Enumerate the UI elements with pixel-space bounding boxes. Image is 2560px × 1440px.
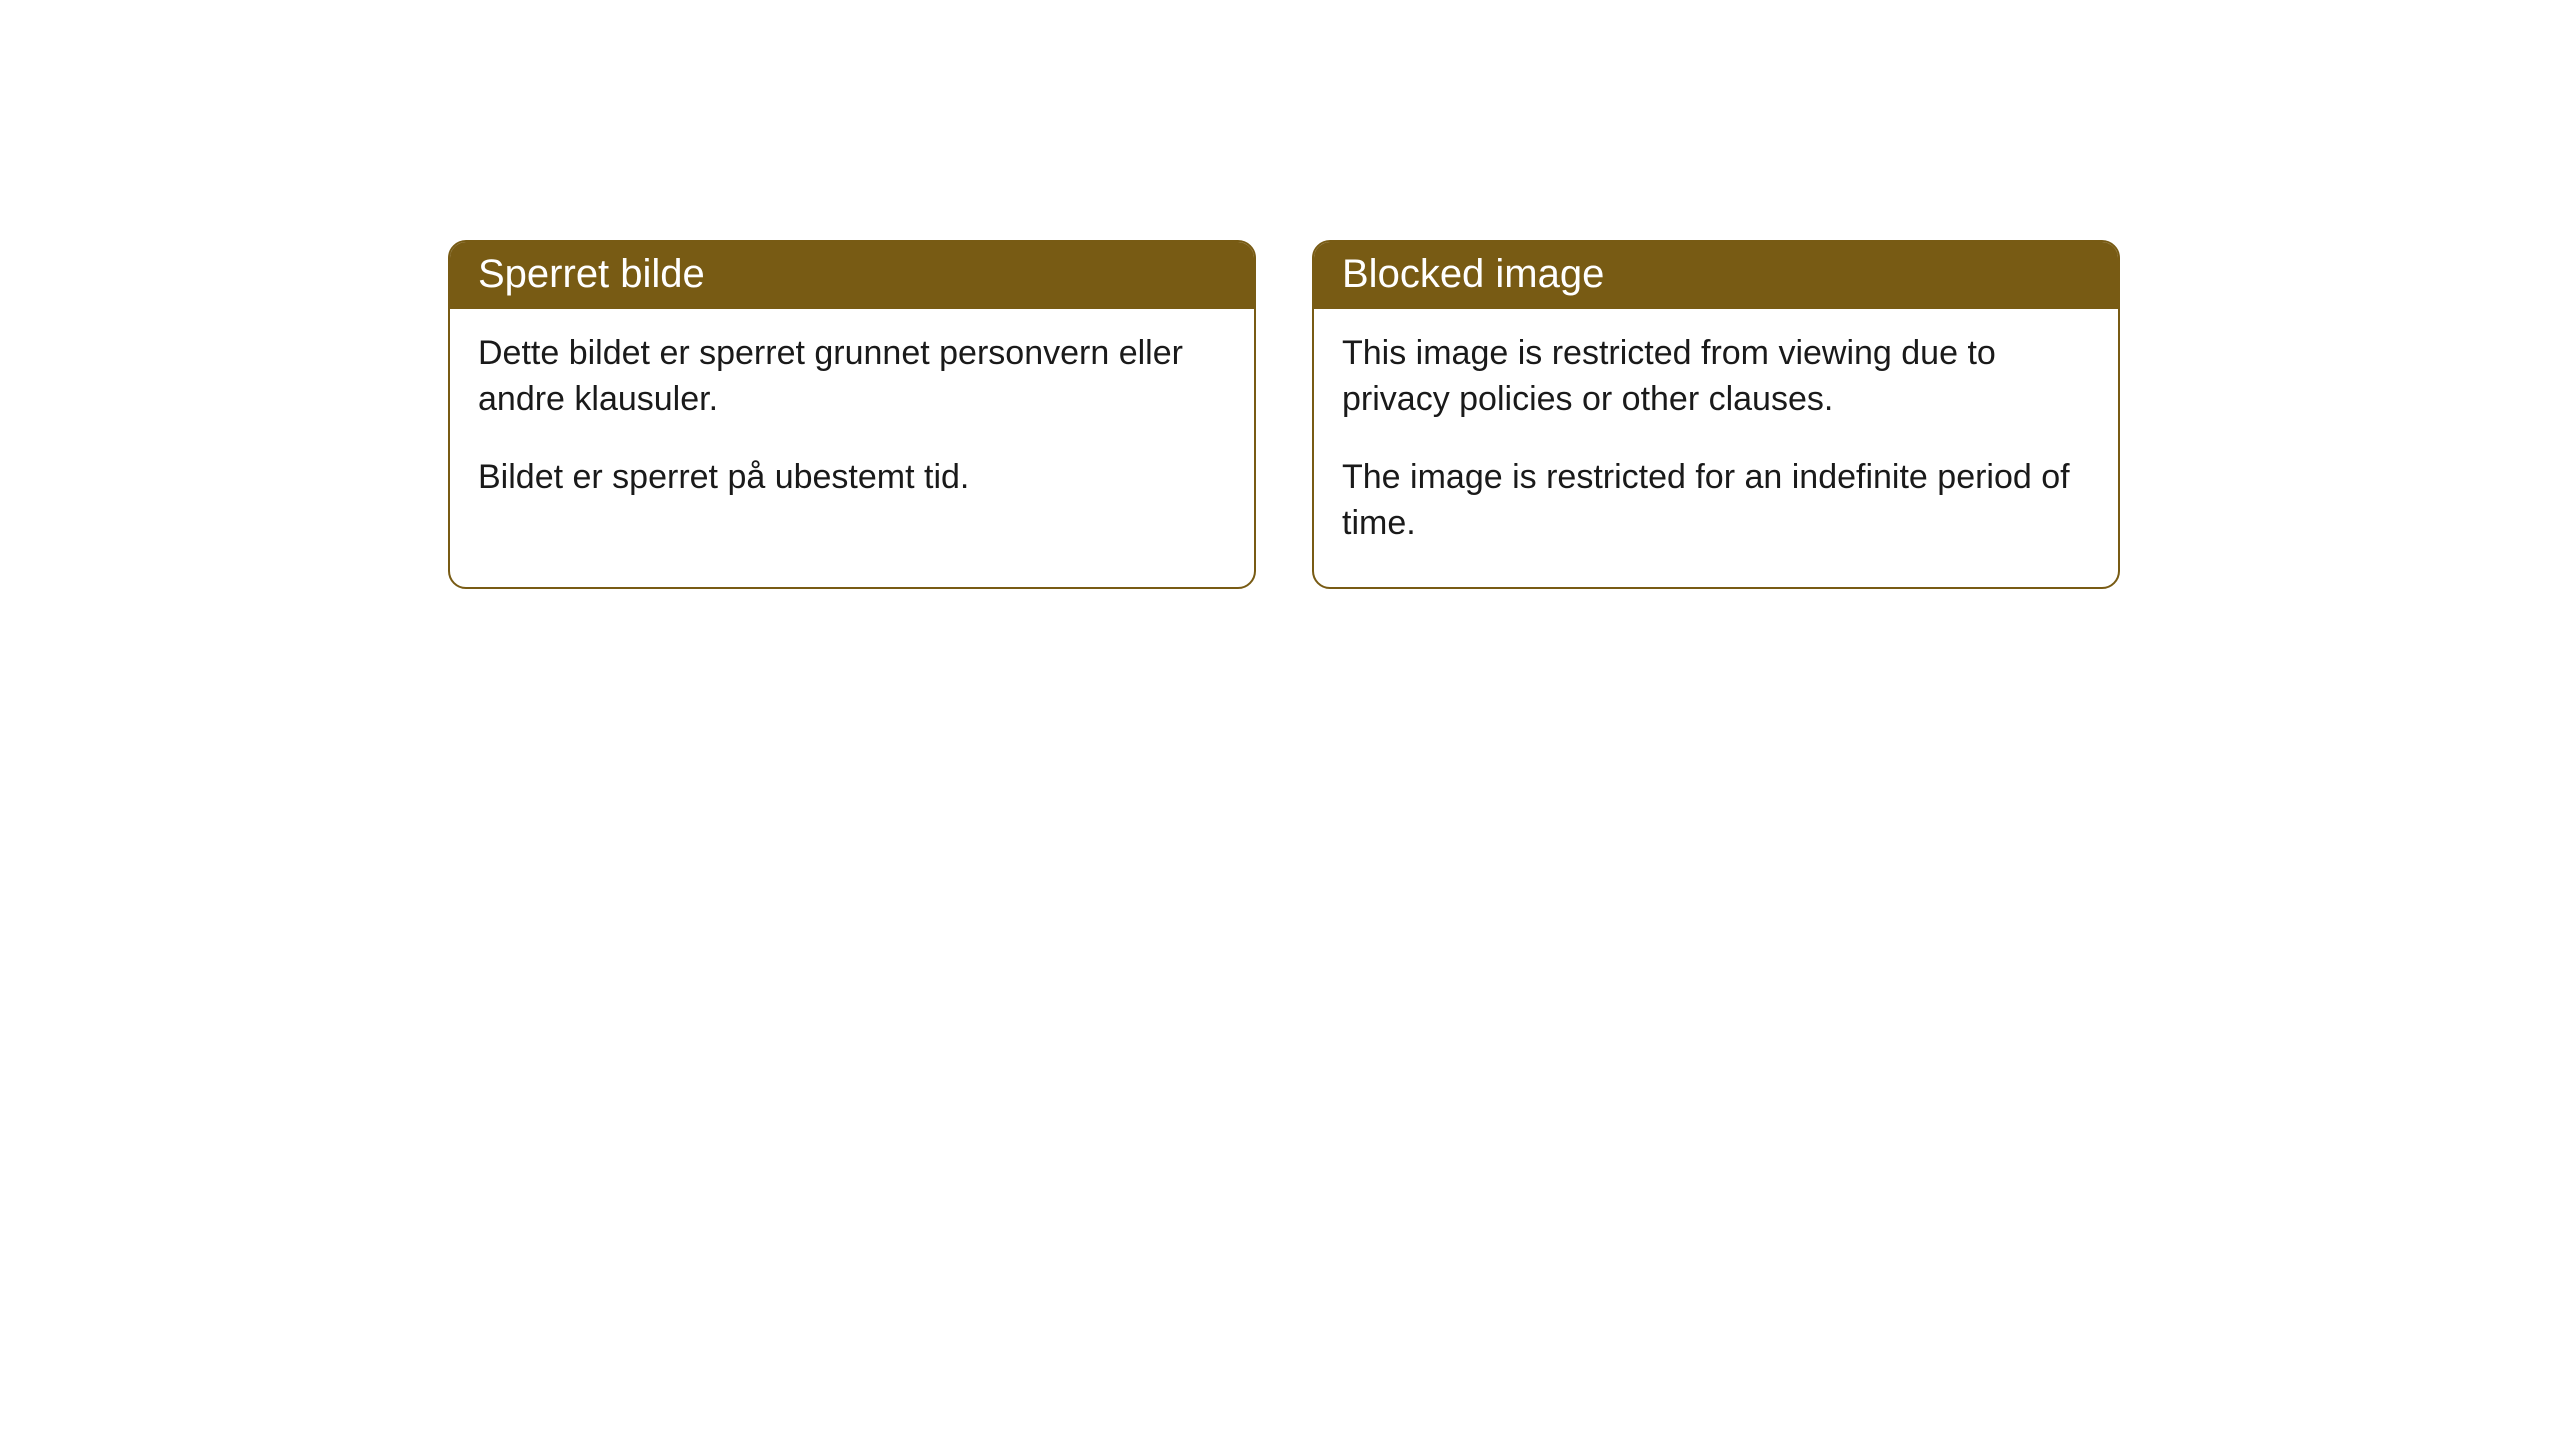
- panel-text-1-english: This image is restricted from viewing du…: [1342, 331, 2090, 423]
- panel-text-2-english: The image is restricted for an indefinit…: [1342, 455, 2090, 547]
- panel-title-norwegian: Sperret bilde: [450, 242, 1254, 309]
- panel-text-1-norwegian: Dette bildet er sperret grunnet personve…: [478, 331, 1226, 423]
- panel-text-2-norwegian: Bildet er sperret på ubestemt tid.: [478, 455, 1226, 501]
- panel-body-english: This image is restricted from viewing du…: [1314, 309, 2118, 587]
- panel-title-english: Blocked image: [1314, 242, 2118, 309]
- notice-container: Sperret bilde Dette bildet er sperret gr…: [0, 0, 2560, 589]
- blocked-image-panel-english: Blocked image This image is restricted f…: [1312, 240, 2120, 589]
- panel-body-norwegian: Dette bildet er sperret grunnet personve…: [450, 309, 1254, 541]
- blocked-image-panel-norwegian: Sperret bilde Dette bildet er sperret gr…: [448, 240, 1256, 589]
